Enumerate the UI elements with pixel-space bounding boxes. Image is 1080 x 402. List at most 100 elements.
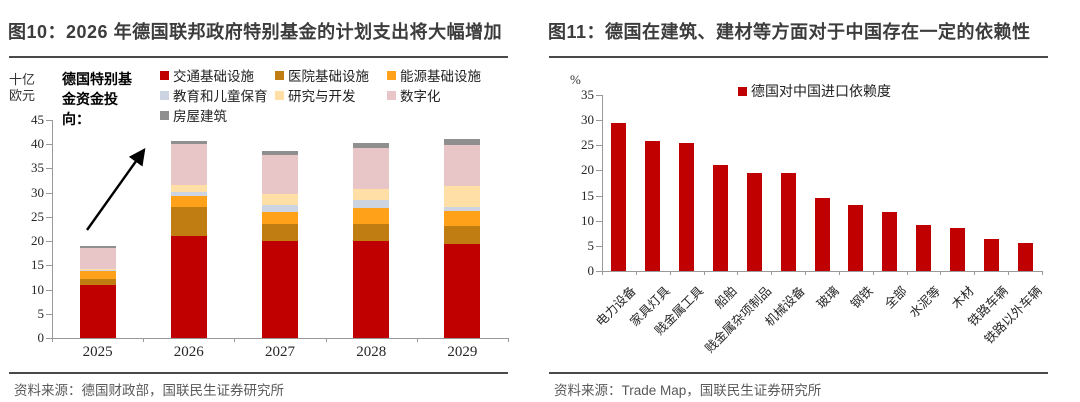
x-axis-tick: [703, 271, 705, 275]
x-axis-category-label: 玻璃: [814, 283, 842, 312]
bar-segment: [444, 185, 481, 207]
bar-segment: [262, 241, 298, 338]
y-axis-tick: [46, 338, 52, 339]
y-axis-line: [602, 95, 603, 271]
y-axis-tick: [46, 168, 52, 170]
y-axis-tick-label: 25: [581, 137, 594, 153]
bar: [1017, 243, 1033, 271]
x-axis-tick: [669, 271, 671, 275]
y-axis-tick: [46, 144, 52, 146]
bar-segment: [353, 148, 390, 190]
x-axis-category-label: 2028: [356, 344, 387, 360]
bar-segment: [79, 247, 116, 269]
y-axis-tick-label: 35: [31, 160, 44, 176]
legend-swatch: [387, 90, 396, 100]
bar-segment: [444, 138, 481, 145]
y-axis-tick: [596, 170, 602, 172]
figure-10-bottom-rule: [9, 372, 508, 374]
x-axis-category-label: 2029: [447, 344, 478, 360]
y-axis-tick-label: 15: [581, 187, 594, 203]
x-axis-tick: [1042, 271, 1043, 275]
figure-11-panel: 图11：德国在建筑、建材等方面对于中国存在一定的依赖性 % 德国对中国进口依赖度…: [540, 0, 1080, 402]
legend-swatch: [160, 110, 169, 120]
legend-item-label: 能源基础设施: [400, 69, 481, 84]
legend-item: 教育和儿童保育: [160, 85, 275, 105]
figure-10-chart: 十亿欧元 德国特别基金资金投向： 交通基础设施 医院基础设施 能源基础设施 教育和儿童…: [0, 60, 540, 370]
bar: [882, 211, 898, 271]
legend-item-label: 房屋建筑: [173, 109, 227, 124]
y-axis-tick-label: 10: [581, 212, 594, 228]
y-axis-tick-label: 40: [31, 136, 44, 152]
y-axis-tick-label: 15: [31, 257, 44, 273]
bar-segment: [353, 223, 390, 242]
legend-swatch: [387, 70, 396, 80]
y-axis-tick-label: 10: [31, 281, 44, 297]
x-axis-tick: [52, 338, 53, 342]
x-axis-line: [602, 271, 1042, 272]
bar-segment: [353, 199, 390, 208]
bar-segment: [170, 236, 207, 338]
bar: [645, 141, 661, 271]
y-axis-tick: [596, 145, 602, 147]
legend-item: 研究与开发: [275, 85, 387, 105]
bar-segment: [170, 143, 207, 185]
legend-item: 交通基础设施: [160, 65, 275, 85]
y-axis-tick: [596, 120, 602, 122]
legend-swatch: [275, 70, 284, 80]
figure-10-source: 资料来源：德国财政部，国联民生证券研究所: [14, 383, 284, 398]
bar-segment: [262, 154, 298, 194]
bar-segment: [170, 196, 207, 208]
bar-segment: [353, 241, 390, 338]
figure-11-chart: % 德国对中国进口依赖度 0 5 10 15 20 25 30 35 电力设备 家具灯具 贱金属工具…: [540, 60, 1080, 370]
bar: [780, 173, 796, 271]
x-axis-tick: [838, 271, 840, 275]
legend: 交通基础设施 医院基础设施 能源基础设施教育和儿童保育 研究与开发 数字化房屋建筑: [160, 65, 532, 125]
x-axis-category-label: 2027: [264, 344, 295, 360]
legend-item-label: 数字化: [400, 89, 441, 104]
y-axis-tick-label: 20: [31, 233, 44, 249]
legend-item: 医院基础设施: [275, 65, 387, 85]
legend-item: 数字化: [387, 85, 532, 105]
y-axis-tick: [596, 95, 602, 96]
legend-item-label: 德国对中国进口依赖度: [751, 85, 891, 100]
x-axis-tick: [635, 271, 637, 275]
y-axis-tick: [46, 313, 52, 315]
bar: [983, 239, 999, 271]
y-axis-tick-label: 0: [587, 263, 595, 278]
y-axis-unit-label: %: [570, 72, 581, 87]
x-axis-tick: [906, 271, 908, 275]
y-axis-tick: [596, 245, 602, 247]
x-axis-tick: [143, 338, 145, 342]
figure-10-title-rule: [9, 56, 508, 58]
y-axis-tick: [46, 192, 52, 194]
y-axis-tick-label: 45: [31, 112, 44, 127]
legend-swatch: [160, 90, 169, 100]
bar: [679, 142, 695, 271]
y-axis-tick-label: 5: [587, 237, 595, 253]
figure-11-bottom-rule: [549, 372, 1048, 374]
legend-swatch: [275, 90, 284, 100]
figure-11-title-rule: [549, 56, 1048, 58]
y-axis-tick-label: 5: [37, 305, 45, 321]
legend: 德国对中国进口依赖度: [738, 81, 891, 101]
x-axis-tick: [1008, 271, 1010, 275]
bar-segment: [262, 211, 298, 225]
bar: [611, 122, 627, 271]
y-axis-tick: [46, 265, 52, 267]
x-axis-tick: [234, 338, 236, 342]
x-axis-category-label: 钢铁: [847, 283, 876, 312]
bar: [916, 225, 932, 271]
y-axis-tick: [46, 120, 52, 121]
bar-segment: [444, 144, 481, 186]
bar: [949, 227, 965, 271]
legend-item-label: 交通基础设施: [173, 69, 254, 84]
bar-segment: [79, 270, 116, 280]
x-axis-tick: [974, 271, 976, 275]
bar-segment: [444, 226, 481, 244]
x-axis-tick: [805, 271, 807, 275]
bar-segment: [262, 193, 298, 205]
legend-swatch: [160, 70, 169, 80]
figure-10-panel: 图10：2026 年德国联邦政府特别基金的计划支出将大幅增加 十亿欧元 德国特别…: [0, 22, 540, 398]
x-axis-tick: [771, 271, 773, 275]
